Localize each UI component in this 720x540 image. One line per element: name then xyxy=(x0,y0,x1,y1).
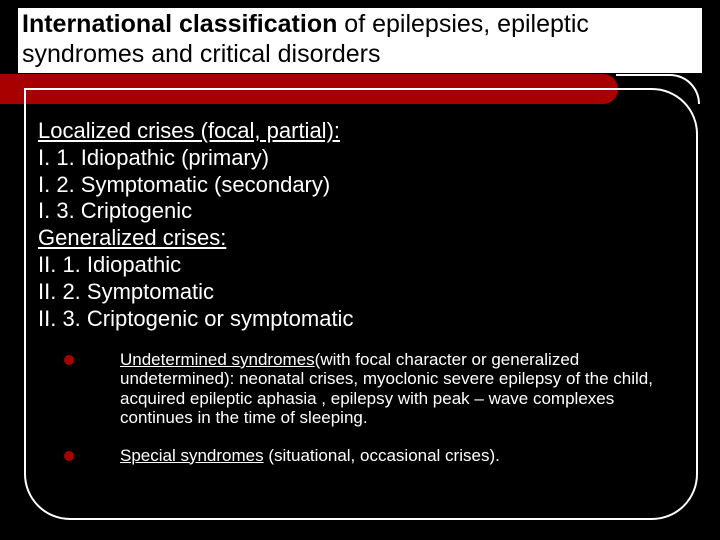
bullet1-underlined: Undetermined syndromes xyxy=(120,350,315,369)
bullet-icon xyxy=(64,355,74,365)
section1-item-2: I. 2. Symptomatic (secondary) xyxy=(38,172,678,199)
bullet-item-2: Special syndromes (situational, occasion… xyxy=(64,446,678,465)
section1-item-1: I. 1. Idiopathic (primary) xyxy=(38,145,678,172)
section2-item-3: II. 3. Criptogenic or symptomatic xyxy=(38,306,678,333)
section2-item-1: II. 1. Idiopathic xyxy=(38,252,678,279)
title-bold: International classification xyxy=(22,10,337,38)
section1-header: Localized crises (focal, partial): xyxy=(38,118,678,145)
bullet-text-1: Undetermined syndromes(with focal charac… xyxy=(120,350,678,428)
bullet2-rest: (situational, occasional crises). xyxy=(264,446,500,465)
bullet-text-2: Special syndromes (situational, occasion… xyxy=(120,446,678,465)
bullet-icon xyxy=(64,451,74,461)
bullet-item-1: Undetermined syndromes(with focal charac… xyxy=(64,350,678,428)
section1-item-3: I. 3. Criptogenic xyxy=(38,198,678,225)
slide-title: International classification of epilepsi… xyxy=(18,8,702,73)
body-text: Localized crises (focal, partial): I. 1.… xyxy=(38,118,678,333)
title-container: International classification of epilepsi… xyxy=(18,8,702,73)
section2-header: Generalized crises: xyxy=(38,225,678,252)
bullet-list: Undetermined syndromes(with focal charac… xyxy=(64,350,678,483)
section2-item-2: II. 2. Symptomatic xyxy=(38,279,678,306)
bullet2-underlined: Special syndromes xyxy=(120,446,264,465)
